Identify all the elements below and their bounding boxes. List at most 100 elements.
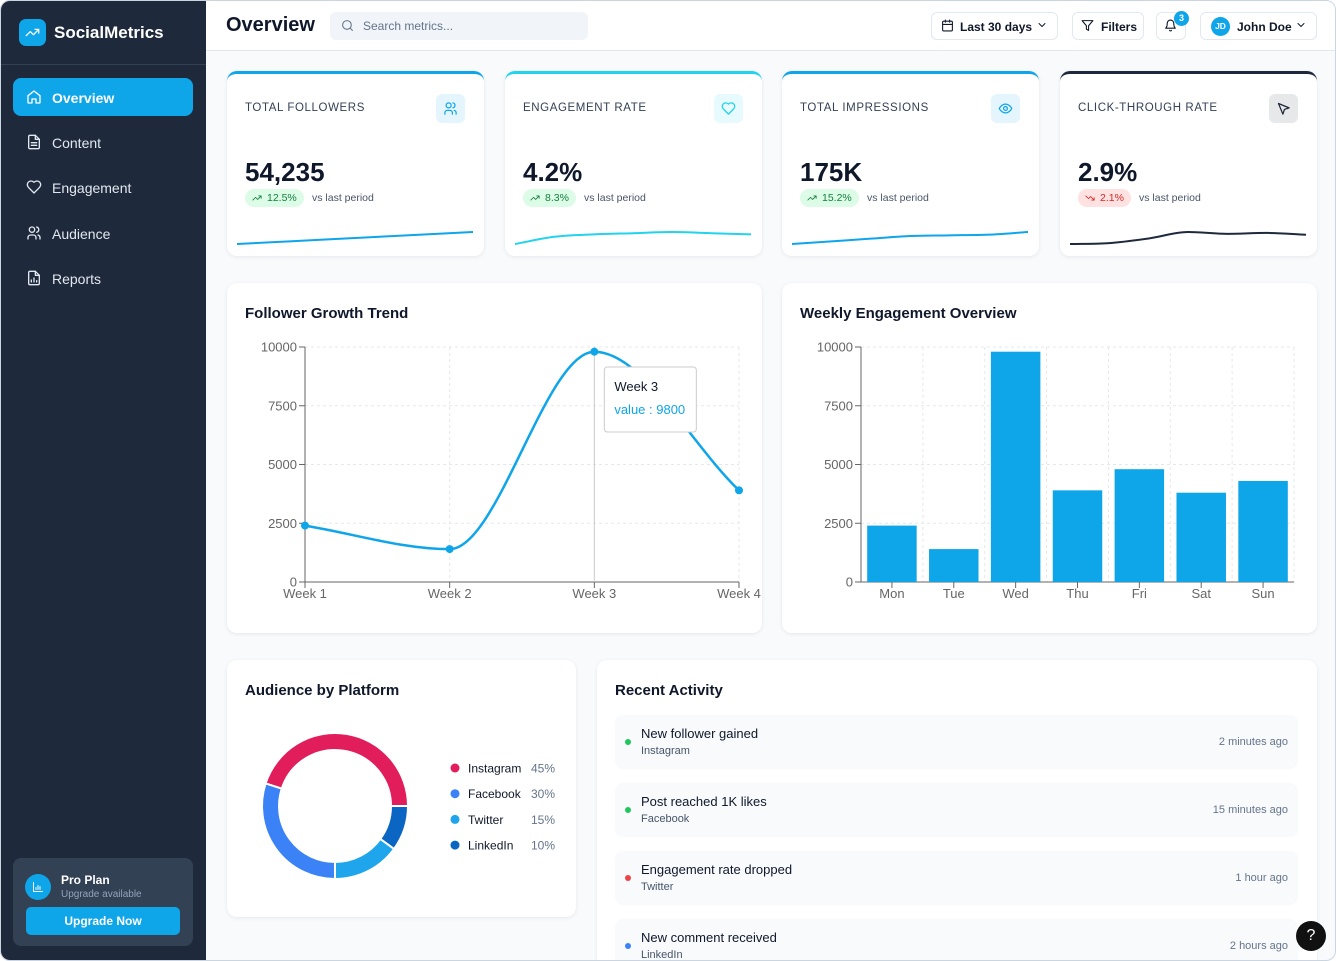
tooltip [603, 366, 697, 433]
activity-source: Facebook [641, 813, 690, 825]
sparkline [792, 231, 1029, 245]
legend-swatch [450, 763, 460, 773]
icon [444, 102, 457, 115]
divider [1, 64, 206, 65]
chart: 0 2500 5000 7500 10000 Mon Tue Wed Thu Fri Sat Sun [817, 340, 1295, 601]
kpi-note: vs last period [312, 192, 374, 204]
sparkline-line [237, 231, 474, 245]
icon [27, 90, 41, 104]
bar [1052, 490, 1103, 582]
bar [929, 549, 979, 582]
status-dot [625, 943, 631, 949]
x-tick-label: Sat [1191, 586, 1211, 601]
activity-item: Post reached 1K likes Facebook 15 minutes … [615, 783, 1298, 837]
kpi-note: vs last period [867, 192, 929, 204]
nav-item[interactable]: Engagement [13, 168, 193, 206]
icon [942, 19, 953, 32]
activity-text: Engagement rate dropped [641, 862, 793, 877]
chart-title: Follower Growth Trend [245, 305, 409, 322]
kpi-value: 175K [800, 157, 863, 187]
icon [33, 882, 43, 892]
activity-source: LinkedIn [641, 949, 683, 961]
x-tick-label: Mon [879, 586, 904, 601]
nav-item[interactable]: Audience [13, 214, 193, 252]
sidebar [1, 1, 206, 960]
bar [990, 351, 1041, 582]
point [590, 347, 599, 356]
y-tick-label: 5000 [268, 457, 297, 472]
bar [1114, 469, 1165, 582]
date-range: Last 30 days [960, 20, 1033, 34]
icon [28, 270, 40, 286]
kpi-label: CLICK-THROUGH RATE [1078, 102, 1218, 114]
status-dot [625, 807, 631, 813]
icon [252, 195, 262, 201]
point [445, 545, 454, 554]
filters-button[interactable]: Filters [1072, 12, 1144, 40]
kpi-card: ENGAGEMENT RATE 4.2% 8.3% vs last period [505, 71, 762, 256]
legend-value: 15% [531, 813, 555, 827]
donut-segment [264, 732, 410, 807]
y-tick-label: 2500 [824, 516, 853, 531]
bar [1176, 492, 1226, 582]
y-tick-label: 5000 [824, 457, 853, 472]
y-tick-label: 0 [846, 575, 853, 590]
kpi-value: 54,235 [245, 157, 325, 187]
donut-segment [334, 837, 396, 881]
chart-card: 0 2500 5000 7500 10000 Week 1 Week 2 Week 3 Week… [227, 283, 762, 633]
bar [867, 525, 917, 582]
activity-text: Post reached 1K likes [641, 794, 767, 809]
plan-title: Pro Plan [61, 873, 110, 887]
x-tick-label: Tue [943, 586, 965, 601]
tooltip-text: value : 9800 [614, 402, 685, 417]
activity-time: 15 minutes ago [1212, 804, 1288, 816]
plan-icon [25, 874, 51, 900]
chart: 0 2500 5000 7500 10000 Week 1 Week 2 Week 3 Week… [261, 340, 761, 602]
user-name: John Doe [1237, 20, 1292, 34]
tooltip-title: Week 3 [614, 379, 658, 394]
kpi-change: 2.1% [1078, 189, 1131, 207]
x-tick-label: Fri [1132, 586, 1147, 601]
brand: SocialMetrics [54, 23, 164, 42]
upgrade-button[interactable]: Upgrade Now [26, 907, 180, 935]
kpi-change-value: 12.5% [267, 192, 297, 204]
help-button[interactable]: ? [1296, 921, 1326, 951]
icon [1081, 20, 1094, 31]
chart-card: Instagram 45% Facebook 30% Twitter 15% LinkedI… [227, 660, 576, 917]
user-menu[interactable]: JD John Doe [1200, 12, 1317, 40]
y-tick-label: 10000 [817, 340, 853, 355]
nav-label: Engagement [52, 180, 132, 197]
nav-item[interactable]: Reports [13, 259, 193, 297]
legend-value: 45% [531, 762, 555, 776]
x-tick-label: Week 4 [717, 586, 761, 601]
legend-label: LinkedIn [468, 839, 513, 853]
chart-title: Audience by Platform [245, 682, 400, 699]
icon [26, 180, 42, 195]
legend-swatch [450, 814, 460, 824]
icon [998, 103, 1013, 114]
search-box[interactable] [330, 12, 588, 40]
kpi-card: TOTAL IMPRESSIONS 175K 15.2% vs last period [782, 71, 1039, 256]
donut-segment [378, 805, 410, 851]
icon [721, 102, 736, 115]
status-dot [625, 739, 631, 745]
icon [530, 195, 540, 201]
nav-item[interactable]: Content [13, 123, 193, 161]
activity-source: Twitter [641, 881, 674, 893]
activity-card: Recent Activity New follower gained Instag… [597, 660, 1317, 961]
kpi-note: vs last period [584, 192, 646, 204]
activity-text: New comment received [641, 930, 777, 945]
icon [25, 28, 40, 37]
icon [1085, 195, 1095, 201]
nav-label: Content [52, 135, 102, 152]
nav-item[interactable]: Overview [13, 78, 193, 116]
legend-swatch [450, 840, 460, 850]
kpi-label: TOTAL FOLLOWERS [245, 102, 365, 114]
icon [1165, 19, 1176, 32]
kpi-icon [1269, 94, 1298, 123]
nav-label: Reports [52, 270, 102, 287]
search-placeholder: Search metrics... [363, 19, 454, 33]
sparkline-line [515, 230, 752, 245]
activity-time: 2 hours ago [1229, 940, 1288, 952]
